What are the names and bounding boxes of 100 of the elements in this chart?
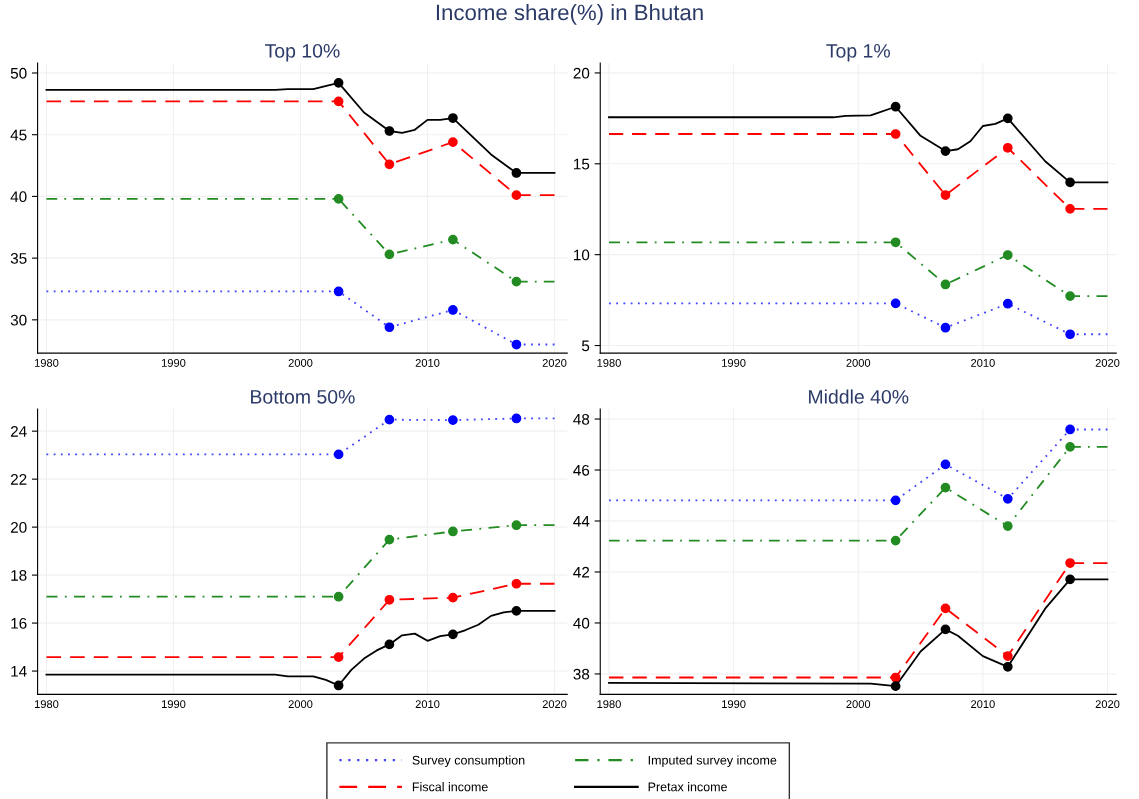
point: [511, 190, 522, 201]
point: [333, 194, 344, 204]
point: [448, 113, 458, 123]
y-tick-label: 45: [10, 129, 27, 141]
point: [890, 298, 901, 309]
point: [940, 190, 951, 200]
y-tick-label: 14: [11, 666, 27, 677]
point: [1002, 521, 1013, 531]
x-tick-label: 2000: [288, 700, 313, 709]
point: [1065, 574, 1075, 585]
point: [890, 681, 901, 692]
point: [940, 322, 951, 333]
y-tick-label: 35: [10, 252, 27, 264]
point: [511, 520, 522, 531]
y-tick-label: 16: [11, 617, 27, 629]
point: [448, 526, 458, 537]
x-tick-label: 2000: [288, 359, 313, 367]
point: [448, 592, 458, 603]
point: [1065, 424, 1075, 435]
point: [333, 78, 344, 88]
x-tick-label: 1990: [722, 359, 746, 367]
point: [384, 414, 395, 425]
point: [890, 101, 901, 112]
point: [890, 129, 901, 139]
x-tick-label: 2010: [971, 700, 995, 709]
x-tick-label: 2000: [846, 700, 871, 709]
point: [1065, 441, 1075, 452]
point: [1002, 250, 1013, 260]
point: [448, 137, 458, 147]
point: [384, 159, 395, 170]
x-tick-label: 1980: [34, 700, 59, 709]
point: [940, 146, 951, 156]
point: [1002, 661, 1013, 672]
point: [333, 96, 344, 107]
x-tick-label: 2010: [415, 359, 440, 367]
point: [384, 249, 395, 260]
point: [333, 652, 344, 663]
y-tick-label: 15: [574, 158, 590, 170]
x-tick-label: 2020: [1095, 359, 1120, 367]
point: [1065, 329, 1075, 340]
y-tick-label: 46: [573, 464, 590, 476]
chart-title: Top 10%: [265, 43, 340, 62]
point: [333, 449, 344, 460]
point: [511, 339, 522, 350]
point: [1002, 651, 1013, 661]
x-tick-label: 2010: [971, 359, 995, 367]
y-tick-label: 48: [573, 413, 590, 425]
legend-label: Survey consumption: [412, 755, 525, 768]
point: [940, 603, 951, 614]
x-tick-label: 2020: [542, 700, 567, 709]
point: [890, 237, 901, 248]
point: [1065, 204, 1075, 214]
point: [1002, 493, 1013, 504]
chart-title: Top 1%: [826, 44, 890, 62]
legend-label: Fiscal income: [412, 782, 488, 792]
x-tick-label: 1990: [722, 700, 746, 709]
point: [511, 276, 522, 287]
point: [890, 672, 901, 683]
point: [448, 305, 458, 315]
point: [940, 279, 951, 290]
y-tick-label: 40: [10, 191, 27, 203]
point: [940, 624, 951, 635]
x-tick-label: 1990: [161, 359, 186, 367]
x-tick-label: 2020: [1095, 700, 1120, 709]
point: [333, 286, 344, 297]
point: [448, 234, 458, 245]
point: [1065, 177, 1075, 188]
y-tick-label: 24: [10, 426, 27, 437]
point: [511, 605, 522, 616]
point: [511, 578, 522, 589]
y-tick-label: 42: [573, 566, 590, 578]
point: [333, 591, 344, 602]
point: [890, 495, 901, 506]
point: [384, 594, 395, 605]
x-tick-label: 1980: [597, 359, 621, 367]
y-tick-label: 20: [573, 67, 590, 79]
point: [384, 639, 395, 650]
point: [1002, 298, 1013, 309]
point: [940, 482, 951, 493]
point: [333, 680, 344, 691]
y-tick-label: 44: [573, 516, 590, 527]
legend-label: Pretax income: [648, 782, 727, 792]
y-tick-label: 20: [10, 521, 27, 533]
point: [511, 413, 522, 424]
point: [511, 168, 522, 178]
x-tick-label: 1980: [597, 700, 621, 709]
x-tick-label: 2020: [542, 359, 567, 367]
x-tick-label: 1980: [34, 359, 59, 367]
y-tick-label: 22: [10, 474, 27, 485]
point: [940, 459, 951, 470]
y-tick-label: 30: [10, 314, 27, 326]
y-tick-label: 18: [11, 569, 27, 581]
point: [1065, 291, 1075, 301]
x-tick-label: 2010: [415, 700, 440, 709]
point: [448, 629, 458, 640]
y-tick-label: 5: [581, 340, 590, 352]
point: [384, 126, 395, 136]
x-tick-label: 2000: [846, 359, 871, 367]
y-tick-label: 10: [574, 249, 590, 261]
chart-title: Bottom 50%: [251, 389, 355, 404]
